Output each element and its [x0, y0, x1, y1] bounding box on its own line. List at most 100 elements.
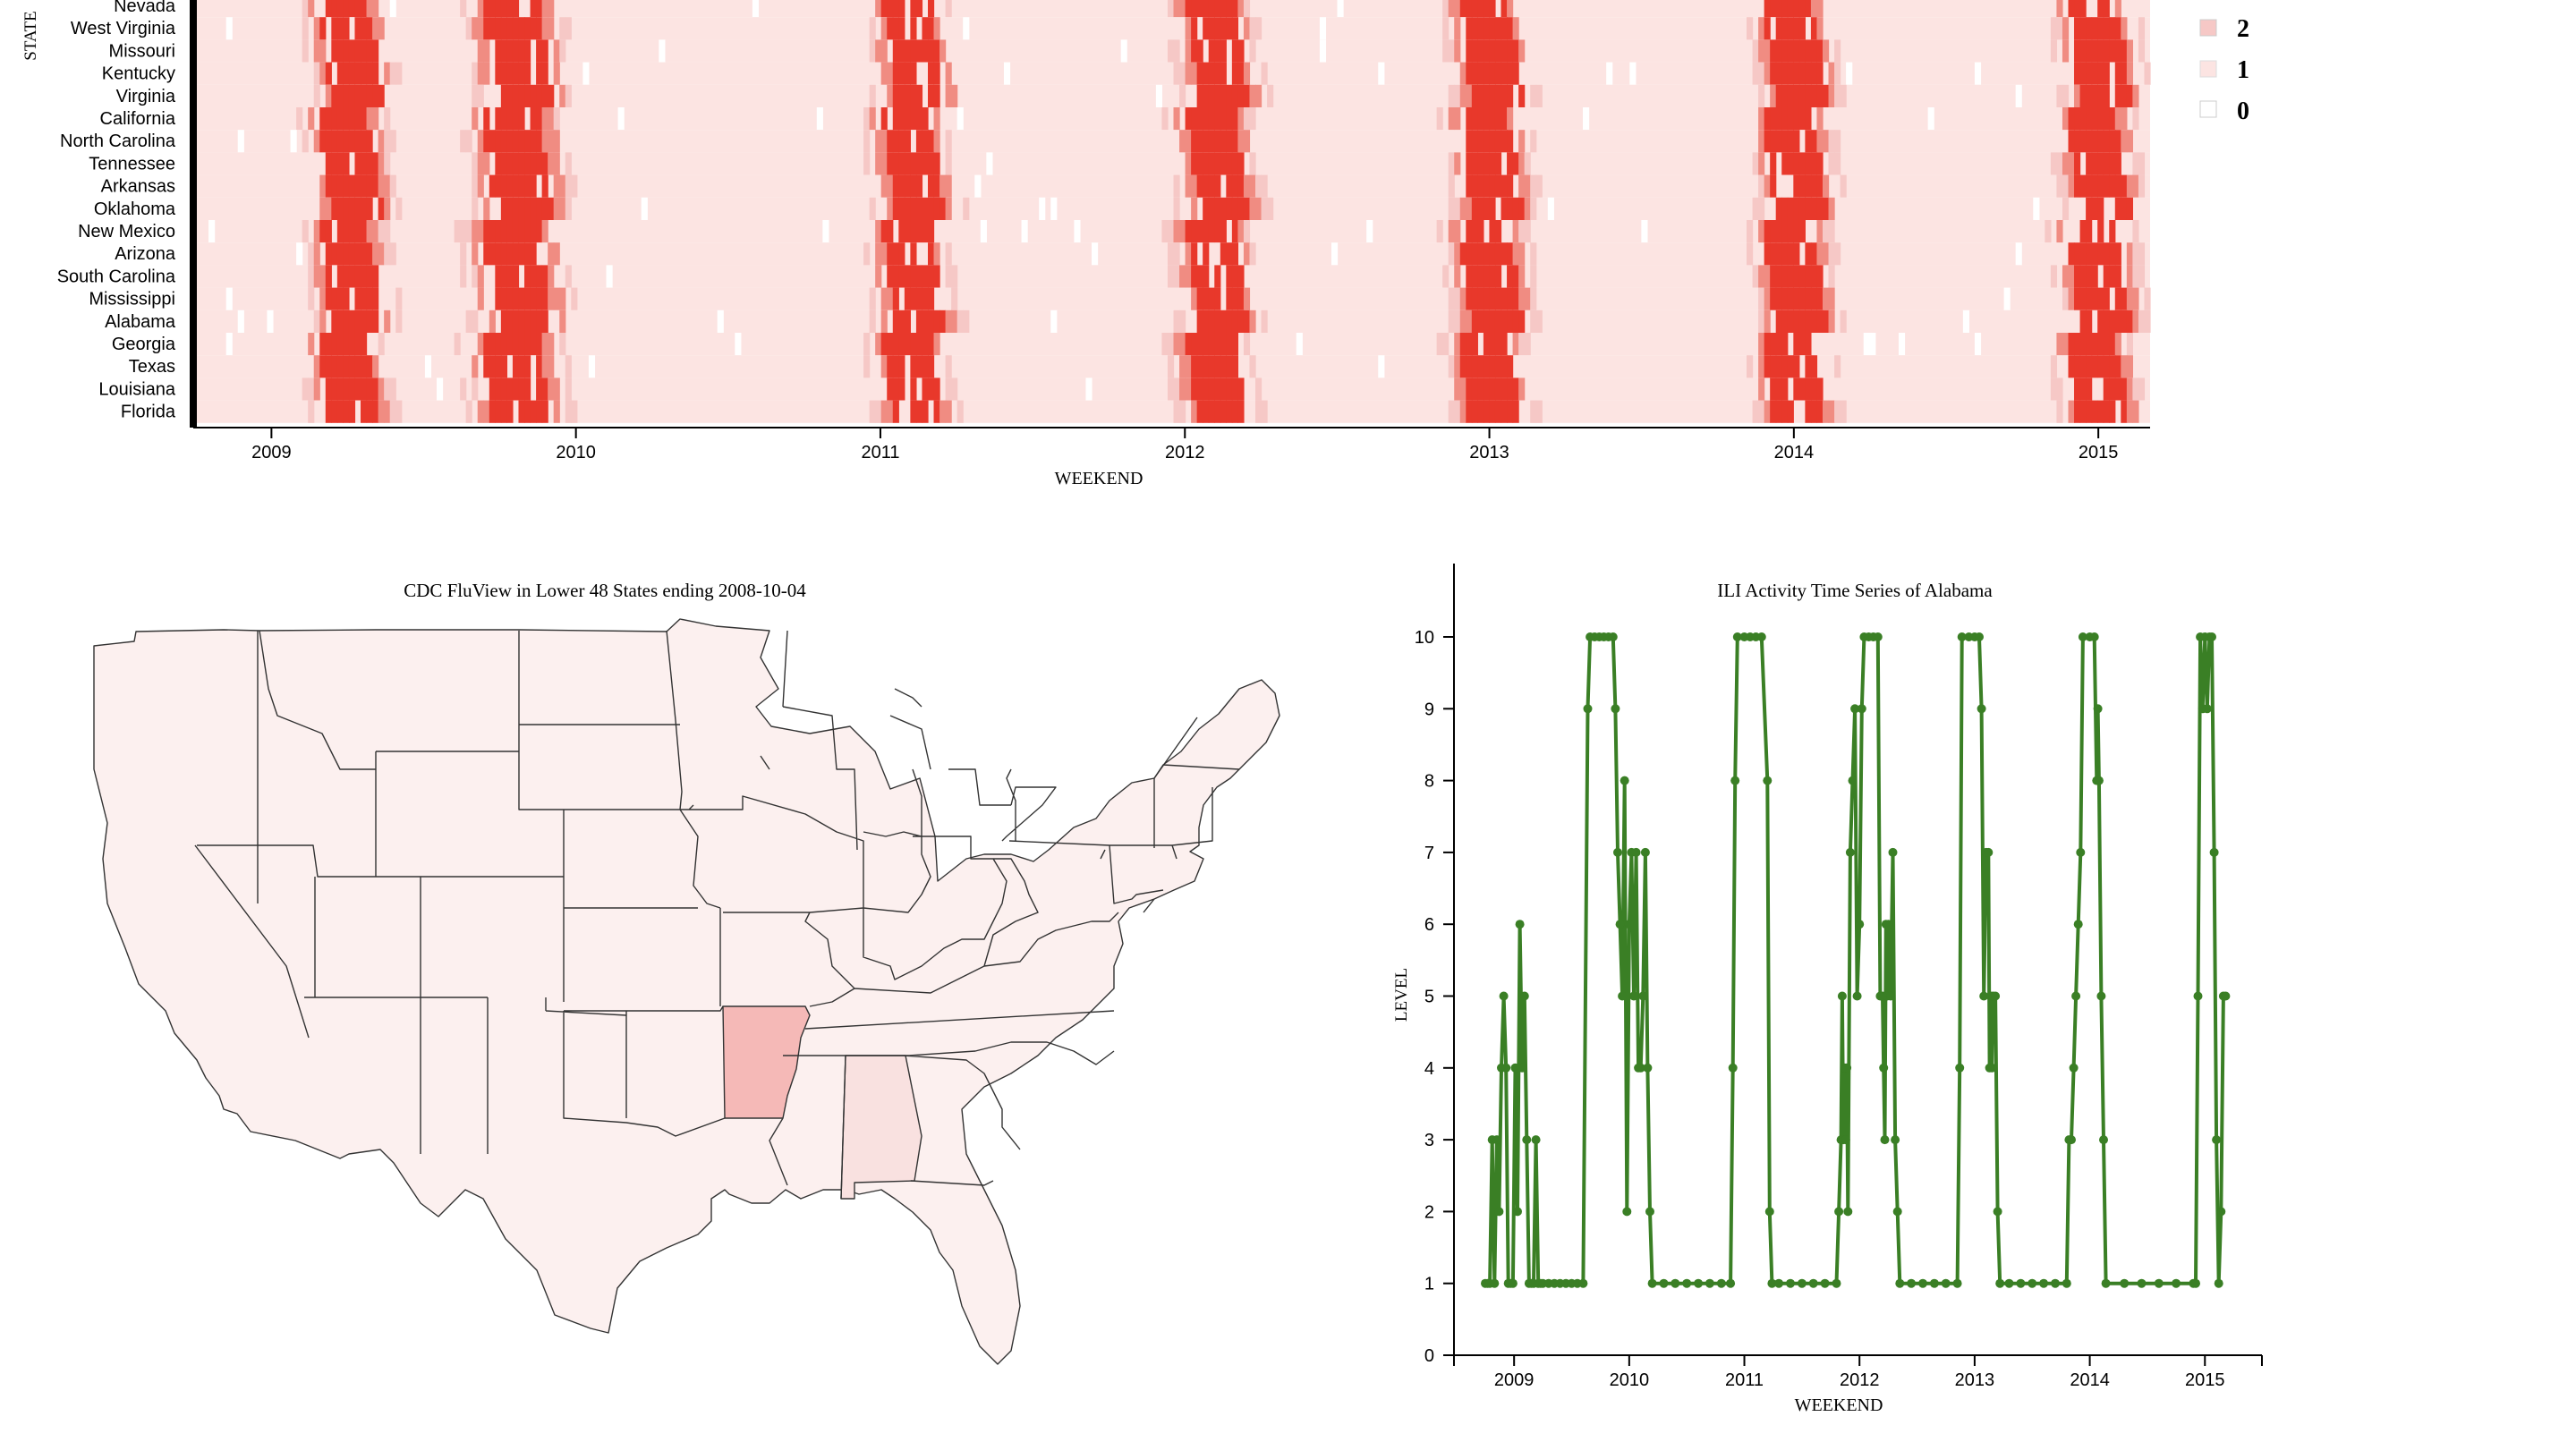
heatmap-cell	[366, 39, 373, 63]
heatmap-cell	[2086, 242, 2093, 266]
heatmap-state-label: Georgia	[112, 335, 176, 354]
heatmap-cell	[1203, 242, 1210, 266]
heatmap-cell	[1185, 242, 1192, 266]
heatmap-cell	[489, 310, 496, 333]
heatmap-cell	[1208, 174, 1215, 198]
heatmap-cell	[518, 287, 525, 310]
heatmap-cell	[313, 265, 320, 288]
heatmap-cell	[1787, 310, 1794, 333]
heatmap-cell	[1477, 174, 1484, 198]
heatmap-cell	[267, 310, 274, 333]
heatmap-cell	[898, 220, 905, 243]
heatmap-cell	[945, 84, 952, 107]
heatmap-cell	[1237, 0, 1245, 18]
heatmap-state-label: Mississippi	[89, 290, 175, 310]
heatmap-cell	[378, 130, 385, 153]
heatmap-cell	[1167, 0, 1175, 18]
heatmap-cell	[1775, 17, 1782, 40]
heatmap-cell	[460, 0, 467, 18]
heatmap-cells	[197, 0, 2151, 423]
heatmap-cell	[1501, 62, 1508, 85]
line-point	[1855, 920, 1865, 929]
heatmap-cell	[536, 39, 543, 63]
heatmap-cell	[354, 17, 361, 40]
heatmap-cell	[951, 377, 958, 401]
heatmap-cell	[1261, 400, 1268, 423]
heatmap-cell	[1752, 265, 1759, 288]
heatmap-cell	[1512, 220, 1519, 243]
heatmap-cell	[1863, 333, 1870, 356]
heatmap-cell	[1512, 400, 1519, 423]
heatmap-cell	[2103, 17, 2110, 40]
heatmap-cell	[325, 0, 332, 18]
heatmap-cell	[500, 197, 508, 220]
heatmap-cell	[518, 39, 525, 63]
heatmap-cell	[1758, 355, 1765, 378]
heatmap-cell	[2074, 17, 2081, 40]
heatmap-cell	[1494, 220, 1502, 243]
heatmap-cell	[354, 174, 361, 198]
heatmap-cell	[1770, 130, 1777, 153]
heatmap-cell	[1927, 107, 1934, 131]
heatmap-cell	[2062, 17, 2070, 40]
heatmap-cell	[2056, 84, 2063, 107]
heatmap-cell	[1196, 39, 1203, 63]
heatmap-cell	[1196, 0, 1203, 18]
heatmap-cell	[1185, 355, 1192, 378]
heatmap-cell	[1477, 62, 1484, 85]
heatmap-cell	[361, 310, 368, 333]
heatmap-cell	[933, 107, 940, 131]
heatmap-cell	[541, 174, 548, 198]
heatmap-cell	[1822, 84, 1830, 107]
line-point	[1987, 1063, 1997, 1073]
heatmap-cell	[1466, 287, 1473, 310]
heatmap-cell	[2114, 107, 2121, 131]
heatmap-cell	[2097, 17, 2104, 40]
heatmap-cell	[378, 242, 385, 266]
heatmap-cell	[1764, 39, 1771, 63]
heatmap-cell	[1512, 62, 1519, 85]
line-point	[1728, 1063, 1738, 1073]
heatmap-cell	[2103, 39, 2110, 63]
heatmap-cell	[372, 377, 379, 401]
line-point	[2216, 1207, 2226, 1217]
heatmap-cell	[1518, 84, 1526, 107]
heatmap-cell	[530, 265, 537, 288]
heatmap-cell	[559, 287, 566, 310]
heatmap-cell	[348, 107, 356, 131]
heatmap-cell	[933, 197, 940, 220]
heatmap-cell	[1167, 242, 1175, 266]
heatmap-cell	[1489, 333, 1496, 356]
heatmap-cell	[1898, 333, 1906, 356]
heatmap-cell	[1810, 17, 1818, 40]
heatmap-cell	[910, 220, 917, 243]
heatmap-cell	[1231, 62, 1238, 85]
heatmap-cell	[336, 62, 344, 85]
heatmap-cell	[880, 130, 888, 153]
heatmap-cell	[1208, 17, 1215, 40]
heatmap-row-bg	[197, 152, 2150, 175]
heatmap-cell	[2074, 355, 2081, 378]
heatmap-cell	[1798, 152, 1806, 175]
heatmap-cell	[541, 0, 548, 18]
heatmap-cell	[1319, 39, 1327, 63]
heatmap-cell	[2103, 62, 2110, 85]
heatmap-cell	[1203, 310, 1210, 333]
heatmap-cell	[927, 265, 935, 288]
heatmap-cell	[915, 84, 923, 107]
heatmap-cell	[524, 174, 531, 198]
heatmap-cell	[1459, 62, 1467, 85]
heatmap-cell	[495, 152, 502, 175]
heatmap-cell	[875, 130, 882, 153]
heatmap-cell	[1454, 310, 1461, 333]
heatmap-cell	[541, 355, 548, 378]
heatmap-cell	[472, 17, 479, 40]
line-point	[1613, 847, 1622, 857]
heatmap-cell	[559, 333, 566, 356]
heatmap-cell	[530, 84, 537, 107]
heatmap-cell	[875, 242, 882, 266]
heatmap-cell	[1805, 107, 1812, 131]
heatmap-cell	[2103, 0, 2110, 18]
heatmap-cell	[2103, 152, 2110, 175]
heatmap-cell	[1770, 400, 1777, 423]
